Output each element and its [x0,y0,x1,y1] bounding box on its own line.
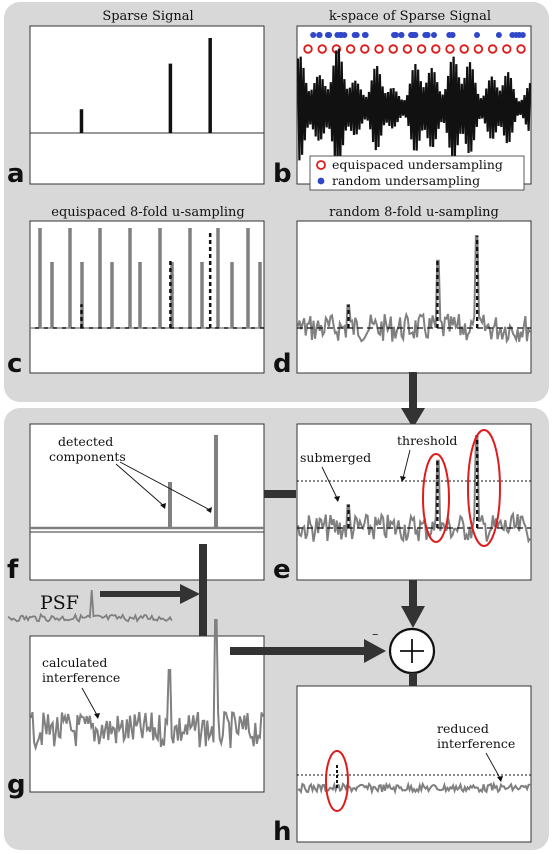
panel-c-letter: c [7,349,22,379]
panel-e-interference [297,435,531,544]
random-sample-dot [326,32,333,38]
panel-f-letter: f [7,555,19,585]
summing-junction [388,627,436,675]
arrow-d-to-e [401,372,425,428]
equispaced-sample-circle [402,44,413,54]
panel-g-calculated-interference [30,619,264,752]
panel-d-frame [296,220,532,374]
random-sample-dot [422,32,429,38]
panel-e-red-circle-1 [422,453,450,543]
panel-b-title: k-space of Sparse Signal [329,9,491,24]
detected-pointer-1 [115,463,165,507]
panel-h-reduced-label-1: reduced [437,721,489,736]
equispaced-sample-circle [374,44,384,54]
psf-signal [7,589,173,623]
panel-h: reduced interference h [273,685,532,847]
random-sample-dot [398,32,405,38]
kspace-signal [296,48,532,169]
threshold-pointer-head [400,476,406,482]
panel-g-calc-label-2: interference [42,670,120,685]
equispaced-sample-circle [502,44,512,54]
psf-label: PSF [40,592,79,614]
arrow-g-to-adder: – [230,626,386,663]
equispaced-sample-circle [388,44,398,54]
equispaced-sample-circle [516,44,526,54]
panel-e-red-circle-2 [467,429,501,547]
equispaced-sample-circle [487,44,498,54]
psf: PSF [7,584,200,623]
submerged-pointer-head [334,496,340,502]
panel-a-letter: a [7,159,25,189]
random-sample-dot [341,32,348,38]
panel-h-reduced-label-2: interference [437,736,515,751]
random-sample-dot [495,32,502,38]
panel-c-title: equispaced 8-fold u-sampling [51,205,244,220]
equispaced-sample-circle [303,44,313,54]
random-sample-dot [449,32,456,38]
random-sample-dot [351,32,358,38]
random-sample-dot [431,32,437,38]
panel-h-letter: h [273,817,292,847]
detected-component-1 [168,482,172,528]
equispaced-sample-circle [345,44,356,54]
equispaced-sample-circle [459,44,469,54]
panel-h-frame [296,685,532,843]
reduced-pointer [485,752,501,779]
arrow-e-to-adder [401,580,425,628]
random-sample-dot [310,32,317,38]
panel-a: Sparse Signal a [7,9,265,189]
calc-pointer [81,687,98,716]
panel-a-title: Sparse Signal [102,9,193,24]
panel-g: calculated interference g [7,619,265,800]
panel-f-detected-label-2: components [49,449,126,464]
panel-h-red-circle [325,750,349,812]
panel-a-frame [29,25,265,185]
panel-d-title: random 8-fold u-sampling [329,205,499,220]
legend-random-marker [317,177,325,185]
equispaced-sample-circle [416,44,427,54]
random-sample-dot [513,32,520,38]
legend-random-label: random undersampling [332,173,480,188]
threshold-pointer [402,449,411,479]
panel-f-detected-label-1: detected [58,434,113,449]
detected-component-2 [214,435,218,528]
random-sample-dot [474,32,480,38]
panel-f-frame [29,423,265,581]
panel-e-submerged-label: submerged [300,450,371,465]
panel-e-frame [296,423,532,581]
equispaced-sample-circle [317,44,327,54]
panel-f: detected components f [7,423,265,585]
random-sample-dot [337,32,344,38]
panel-e: threshold submerged e [273,423,532,585]
equispaced-sample-circle [360,44,370,54]
panel-b-letter: b [273,159,292,189]
panel-e-threshold-label: threshold [397,433,457,448]
equispaced-sample-circle [431,44,441,54]
panel-b: k-space of Sparse Signal equispaced unde… [273,9,532,191]
panel-g-calc-label-1: calculated [42,655,107,670]
random-sample-dot [408,32,415,38]
legend-equispaced-marker [316,160,326,170]
psf-arrow-head [180,584,200,604]
panel-c: equispaced 8-fold u-sampling c [7,205,265,379]
legend-equispaced-label: equispaced undersampling [332,157,503,172]
panel-d-interference [297,235,531,345]
panel-e-letter: e [273,555,291,585]
random-sample-dot [519,32,526,38]
panel-g-letter: g [7,770,26,800]
panel-d: random 8-fold u-sampling d [273,205,532,379]
equispaced-sample-circle [473,44,484,54]
minus-sign: – [372,626,378,641]
equispaced-sample-circle [445,44,455,54]
random-sample-dot [316,32,323,38]
legend-box [309,155,525,191]
panel-b-legend: equispaced undersampling random undersam… [309,155,525,191]
panel-d-letter: d [273,349,292,379]
random-sample-dot [361,32,368,38]
panel-c-frame [29,220,265,374]
submerged-pointer [321,466,338,499]
random-sample-dot [392,32,399,38]
detected-pointer-2 [119,461,211,511]
